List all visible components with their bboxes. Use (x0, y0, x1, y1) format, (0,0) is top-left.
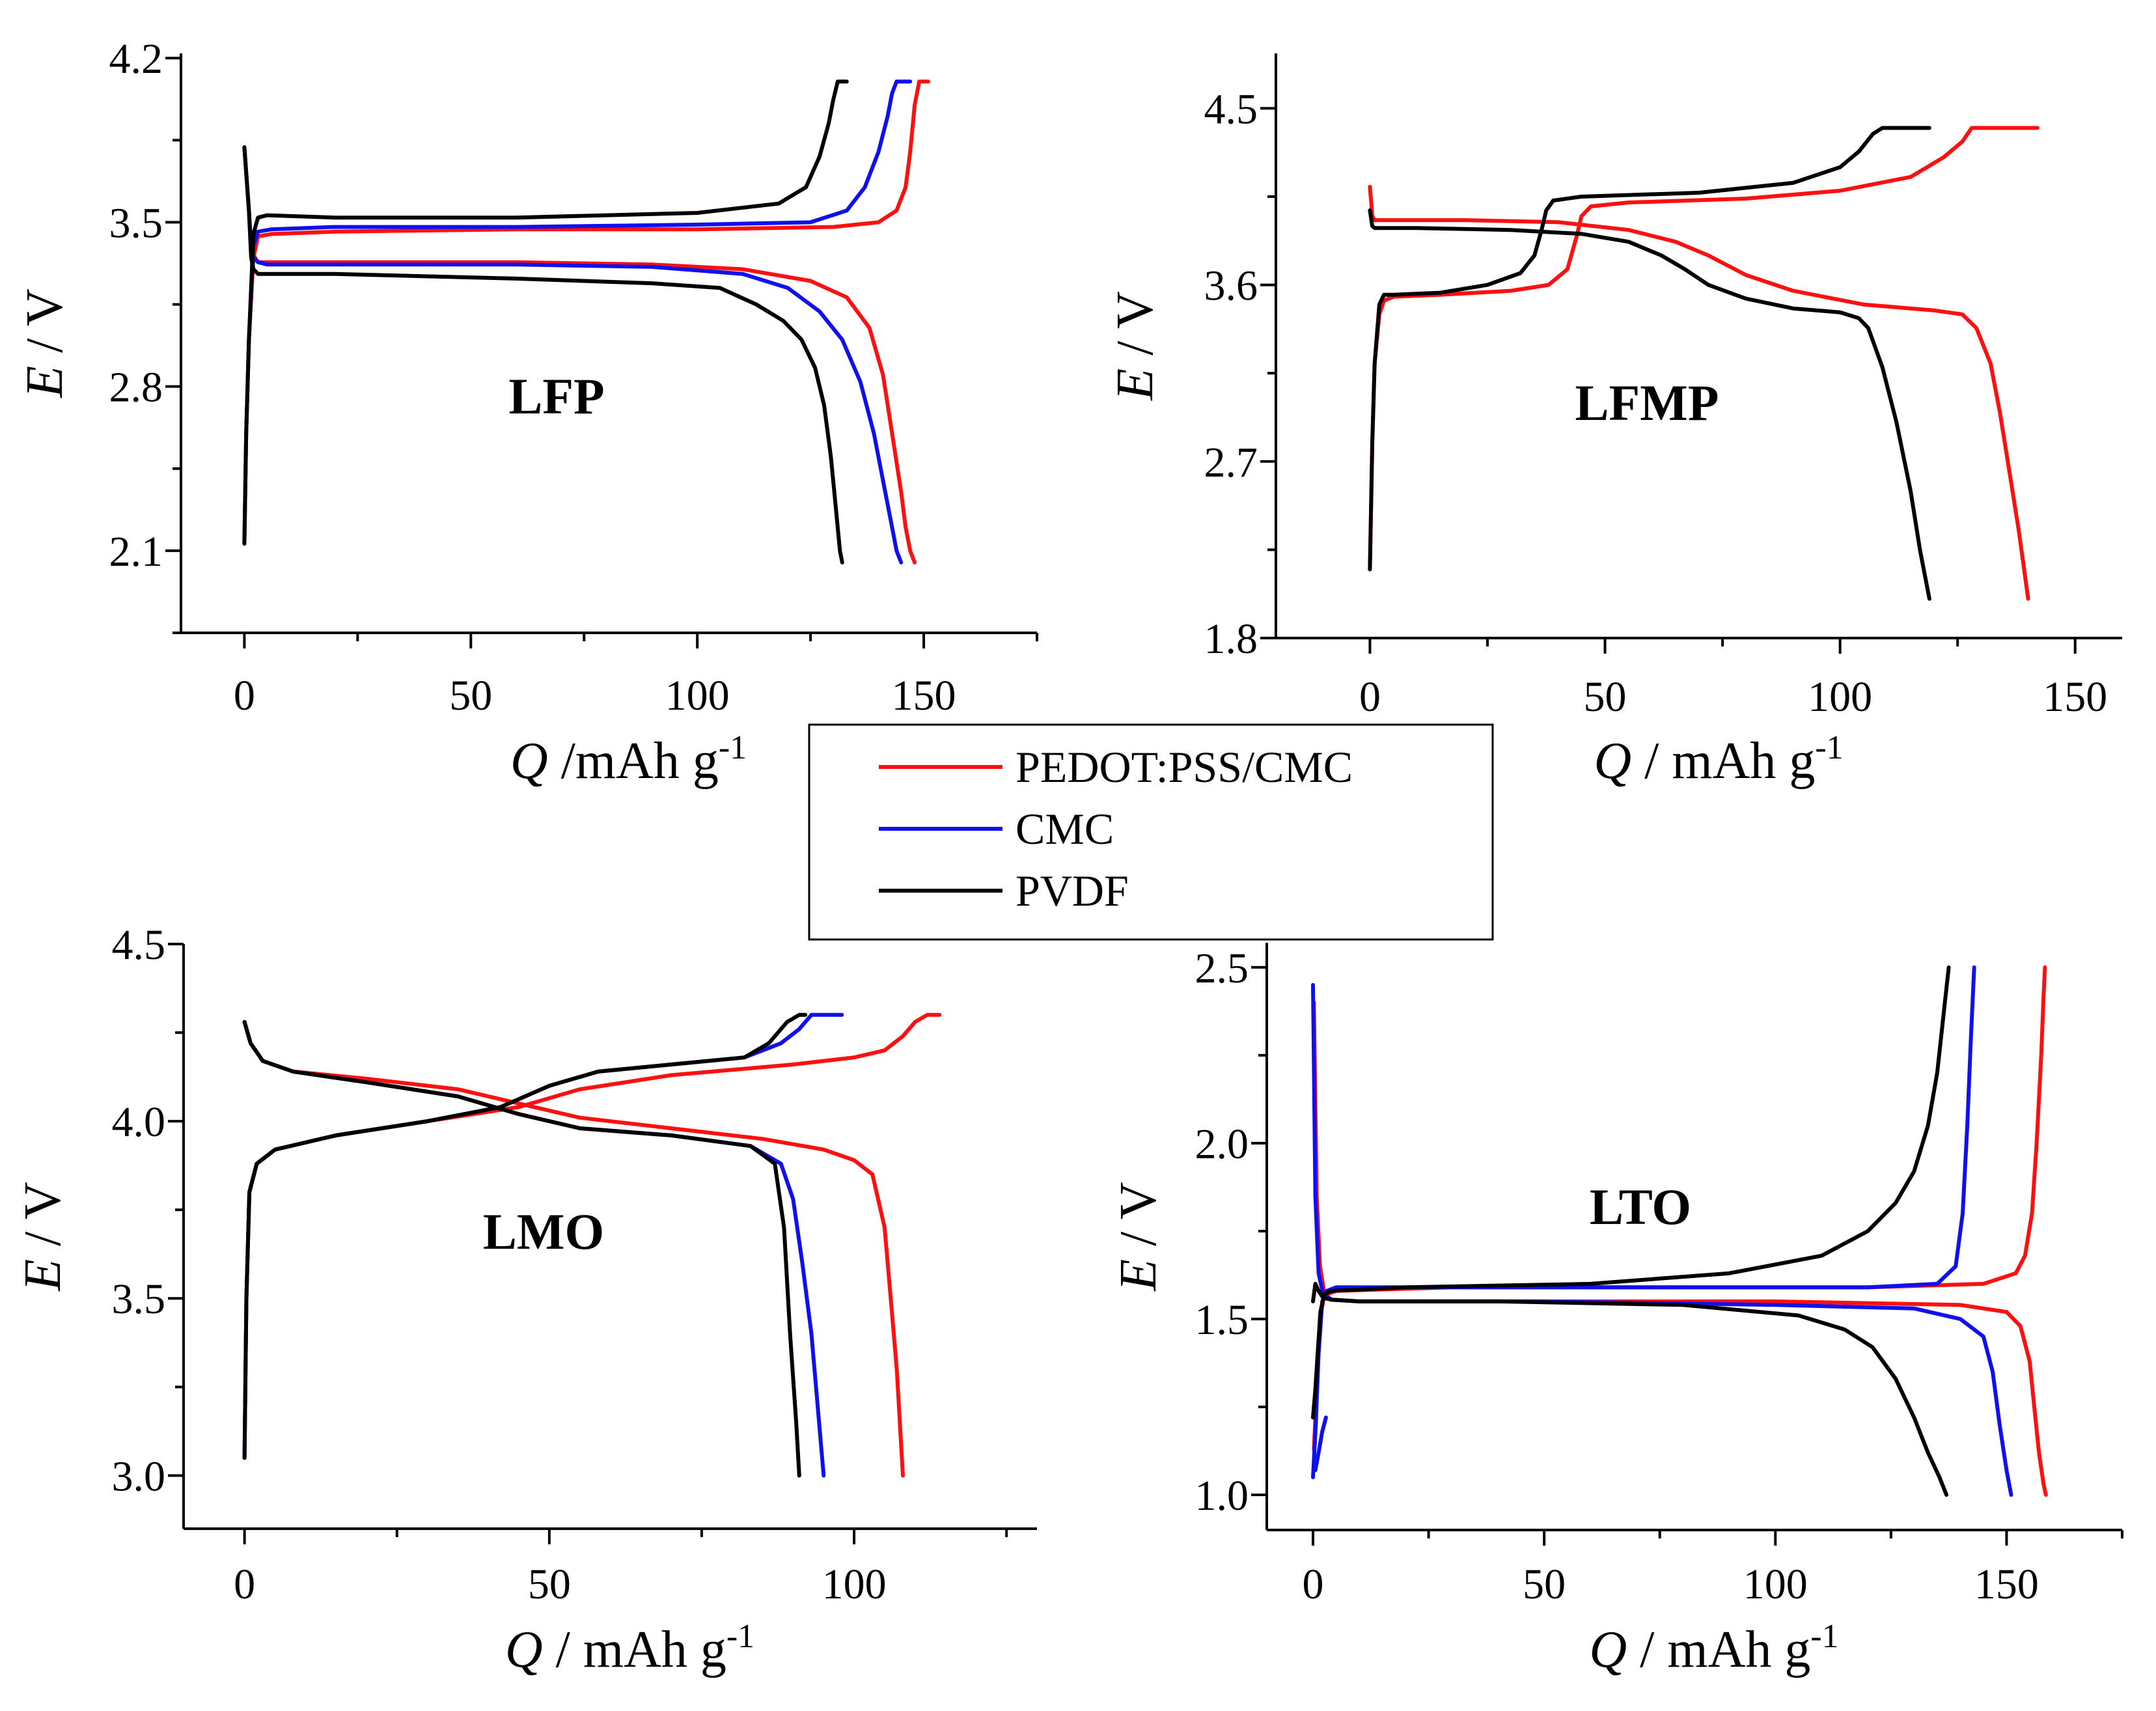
y-tick-label: 4.0 (112, 1098, 166, 1146)
legend-label: PEDOT:PSS/CMC (1016, 742, 1353, 792)
panel-label: LFMP (1575, 374, 1719, 431)
series-line-pedot-pss-cmc-discharge (1312, 1000, 2048, 1497)
series-line-pvdf-discharge (242, 145, 844, 564)
x-tick-label: 0 (234, 1561, 255, 1608)
panel-lmo: 0 50 100 3.0 3.5 4.0 4.5 Q / mAh g-1 E / V LMO (14, 921, 1037, 1678)
y-axis-unit: / V (1107, 291, 1164, 369)
x-tick-label: 150 (1974, 1561, 2039, 1608)
x-tick-label: 150 (2043, 673, 2107, 721)
series-line-pvdf-charge (1311, 965, 1951, 1420)
y-axis-variable: E (16, 366, 74, 398)
x-tick-label: 0 (234, 672, 255, 719)
x-axis-unit-superscript: -1 (726, 1618, 754, 1655)
y-tick-label: 3.5 (112, 1275, 166, 1323)
x-axis-unit: /mAh g (548, 732, 719, 790)
x-axis-variable: Q (510, 732, 548, 790)
x-tick-label: 50 (1523, 1561, 1566, 1608)
x-axis-unit: / mAh g (1631, 732, 1815, 790)
y-axis-title: E / V (1107, 291, 1164, 400)
y-tick-label: 2.5 (1195, 945, 1249, 992)
series-line-pedot-pss-cmc-discharge (1368, 184, 2030, 601)
panel-label: LMO (483, 1203, 604, 1260)
x-tick-label: 0 (1303, 1561, 1324, 1608)
series-line-pvdf-discharge (1368, 208, 1931, 601)
x-axis-title: Q /mAh g-1 (510, 729, 747, 790)
y-tick-label: 2.8 (109, 364, 163, 411)
legend-label: CMC (1016, 804, 1114, 854)
y-tick-label: 1.8 (1204, 615, 1258, 663)
x-axis-unit: / mAh g (1627, 1621, 1810, 1678)
series-line-cmc-discharge (242, 145, 904, 564)
panel-lfmp: 0 50 100 150 1.8 2.7 3.6 4.5 Q / mAh g-1 E / V LFM… (1107, 53, 2122, 790)
series-line-cmc-charge (242, 79, 913, 546)
x-tick-label: 100 (665, 672, 730, 719)
panel-lto: 0 50 100 150 1.0 1.5 2.0 2.5 Q / mAh g-1 E / V LTO (1110, 943, 2123, 1678)
y-axis-unit: / V (1110, 1182, 1167, 1259)
series-line-pedot-pss-cmc-discharge (242, 145, 917, 564)
y-tick-label: 1.0 (1195, 1472, 1249, 1520)
x-axis-title: Q / mAh g-1 (1594, 729, 1843, 790)
x-tick-label: 50 (449, 672, 492, 719)
y-axis-title: E / V (14, 1182, 72, 1291)
y-axis-title: E / V (1110, 1182, 1167, 1291)
legend-box (808, 723, 1494, 941)
y-tick-label: 4.5 (1204, 85, 1258, 133)
series-line-pvdf-charge (242, 79, 849, 546)
legend: PEDOT:PSS/CMC CMC PVDF (808, 723, 1494, 941)
panel-label: LFP (508, 368, 604, 424)
y-axis-unit: / V (14, 1182, 72, 1259)
series-line-cmc-discharge (1311, 982, 2013, 1497)
series-line-cmc-segment-2 (1313, 1415, 1328, 1473)
x-axis-unit-superscript: -1 (719, 729, 747, 766)
x-axis-unit-superscript: -1 (1815, 729, 1843, 766)
x-axis-unit-superscript: -1 (1810, 1618, 1838, 1655)
x-axis-variable: Q (1594, 732, 1631, 790)
y-tick-label: 4.2 (109, 35, 163, 83)
x-axis-title: Q / mAh g-1 (505, 1618, 754, 1678)
x-tick-label: 150 (892, 672, 956, 719)
x-tick-label: 100 (1743, 1561, 1808, 1608)
x-axis-variable: Q (505, 1621, 543, 1678)
legend-label: PVDF (1016, 866, 1129, 915)
x-tick-label: 50 (1584, 673, 1627, 721)
x-axis-unit: / mAh g (543, 1621, 726, 1678)
x-tick-label: 0 (1359, 673, 1381, 721)
series-line-pvdf-discharge (1311, 1281, 1949, 1497)
panel-lfp: 0 50 100 150 2.1 2.8 3.5 4.2 Q /mAh g-1 E / V LFP (16, 35, 1038, 790)
y-tick-label: 4.5 (112, 921, 166, 969)
x-tick-label: 100 (822, 1561, 887, 1608)
series-line-pedot-pss-cmc-charge (242, 79, 930, 546)
y-axis-variable: E (14, 1259, 72, 1292)
y-axis-variable: E (1107, 369, 1164, 401)
y-tick-label: 2.0 (1195, 1120, 1249, 1168)
y-axis-variable: E (1110, 1259, 1167, 1292)
series-line-pvdf-charge (1368, 126, 1931, 572)
y-tick-label: 2.7 (1204, 439, 1258, 486)
y-axis-title: E / V (16, 288, 74, 398)
y-axis-unit: / V (16, 288, 74, 366)
x-tick-label: 100 (1808, 673, 1872, 721)
x-axis-title: Q / mAh g-1 (1589, 1618, 1838, 1678)
y-tick-label: 1.5 (1195, 1296, 1249, 1344)
y-tick-label: 3.0 (112, 1453, 166, 1500)
x-tick-label: 50 (528, 1561, 571, 1608)
panel-label: LTO (1590, 1178, 1691, 1235)
y-tick-label: 3.5 (109, 199, 163, 247)
series-line-pvdf-discharge (242, 1020, 801, 1478)
series-line-pvdf-charge (242, 1012, 808, 1460)
y-tick-label: 2.1 (109, 528, 163, 576)
x-axis-variable: Q (1589, 1621, 1627, 1678)
y-tick-label: 3.6 (1204, 262, 1258, 310)
